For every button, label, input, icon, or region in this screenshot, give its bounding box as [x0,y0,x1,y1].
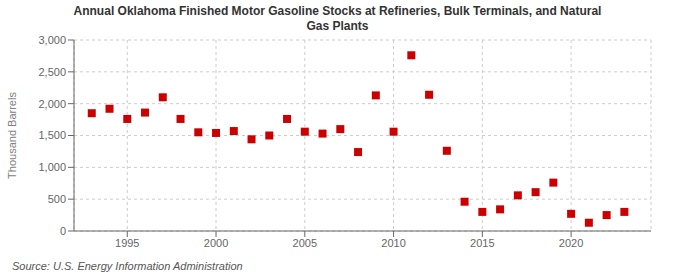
svg-text:2020: 2020 [559,237,583,249]
svg-text:0: 0 [60,225,66,237]
svg-text:1,500: 1,500 [38,129,66,141]
svg-text:1995: 1995 [115,237,139,249]
svg-text:2010: 2010 [381,237,405,249]
svg-text:1,000: 1,000 [38,161,66,173]
html-text:Annual Oklahoma Finished Motor: Annual Oklahoma Finished Motor Gasoline … [73,4,602,18]
svg-text:2000: 2000 [204,237,228,249]
svg-text:2005: 2005 [293,237,317,249]
html-text:Source: U.S. Energy Informatio: Source: U.S. Energy Information Administ… [12,260,243,272]
svg-text:2,000: 2,000 [38,98,66,110]
svg-text:500: 500 [48,193,66,205]
svg-text:3,000: 3,000 [38,34,66,46]
html-text:Gas Plants: Gas Plants [306,19,369,33]
svg-text:Thousand Barrels: Thousand Barrels [8,92,18,179]
svg-text:2,500: 2,500 [38,66,66,78]
svg-text:2015: 2015 [470,237,494,249]
